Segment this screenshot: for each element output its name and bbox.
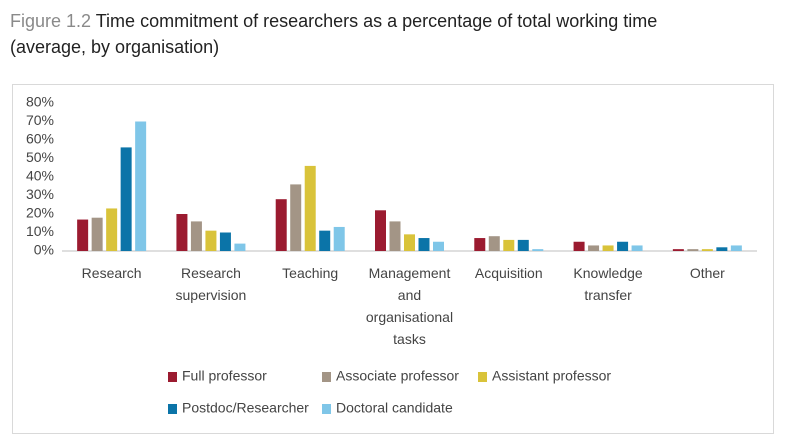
bar [488, 236, 500, 251]
bar [687, 249, 699, 251]
bar [77, 219, 89, 251]
legend-swatch [168, 404, 177, 414]
bar [418, 238, 430, 251]
bar [275, 199, 287, 251]
bar [234, 243, 246, 251]
bar [433, 241, 444, 251]
bar [176, 214, 188, 251]
y-tick-label: 70% [26, 112, 54, 128]
chart-frame [12, 84, 774, 434]
bar [304, 165, 316, 251]
legend-label: Assistant professor [492, 368, 611, 384]
bar [532, 249, 544, 251]
legend-label: Associate professor [336, 368, 459, 384]
bar [631, 245, 643, 251]
bar [91, 217, 103, 251]
y-tick-label: 0% [34, 242, 54, 258]
y-tick-label: 40% [26, 168, 54, 184]
legend-swatch [478, 372, 487, 382]
bar [120, 147, 132, 251]
figure-label: Figure 1.2 [10, 11, 92, 31]
legend-swatch [322, 372, 331, 382]
x-tick-label: Research supervision [175, 265, 247, 303]
bar [701, 249, 713, 251]
x-tick-label: Teaching [282, 265, 339, 281]
bar [333, 226, 345, 251]
bar [319, 230, 331, 251]
bar [389, 221, 401, 251]
legend-label: Postdoc/Researcher [182, 400, 309, 416]
x-tick-label: Acquisition [474, 265, 543, 281]
y-tick-label: 20% [26, 205, 54, 221]
bar [106, 208, 118, 251]
bar [205, 230, 217, 251]
y-tick-label: 80% [26, 94, 54, 110]
y-tick-label: 50% [26, 149, 54, 165]
y-tick-label: 10% [26, 223, 54, 239]
x-tick-label: Research [81, 265, 142, 281]
bar [517, 239, 529, 251]
bar [135, 121, 147, 251]
bar [219, 232, 231, 251]
bar [617, 241, 629, 251]
y-tick-label: 60% [26, 131, 54, 147]
legend-label: Doctoral candidate [336, 400, 453, 416]
bar [730, 245, 742, 251]
bar [602, 245, 614, 251]
bar [672, 249, 684, 251]
x-tick-label: Knowledge transfer [573, 265, 643, 303]
x-tick-label: Management and organisational tasks [365, 265, 454, 347]
legend-swatch [322, 404, 331, 414]
title-block: Figure 1.2 Time commitment of researcher… [10, 8, 710, 60]
chart-title: Time commitment of researchers as a perc… [10, 11, 658, 57]
bar [404, 234, 415, 251]
bar [573, 241, 585, 251]
legend-swatch [168, 372, 177, 382]
bar [375, 210, 386, 251]
bar [716, 247, 728, 251]
bar [503, 239, 515, 251]
bar [588, 245, 600, 251]
bar [190, 221, 202, 251]
x-tick-label: Other [689, 265, 725, 281]
bar [290, 184, 302, 251]
y-tick-label: 30% [26, 186, 54, 202]
legend-label: Full professor [182, 368, 267, 384]
bar [474, 238, 486, 251]
